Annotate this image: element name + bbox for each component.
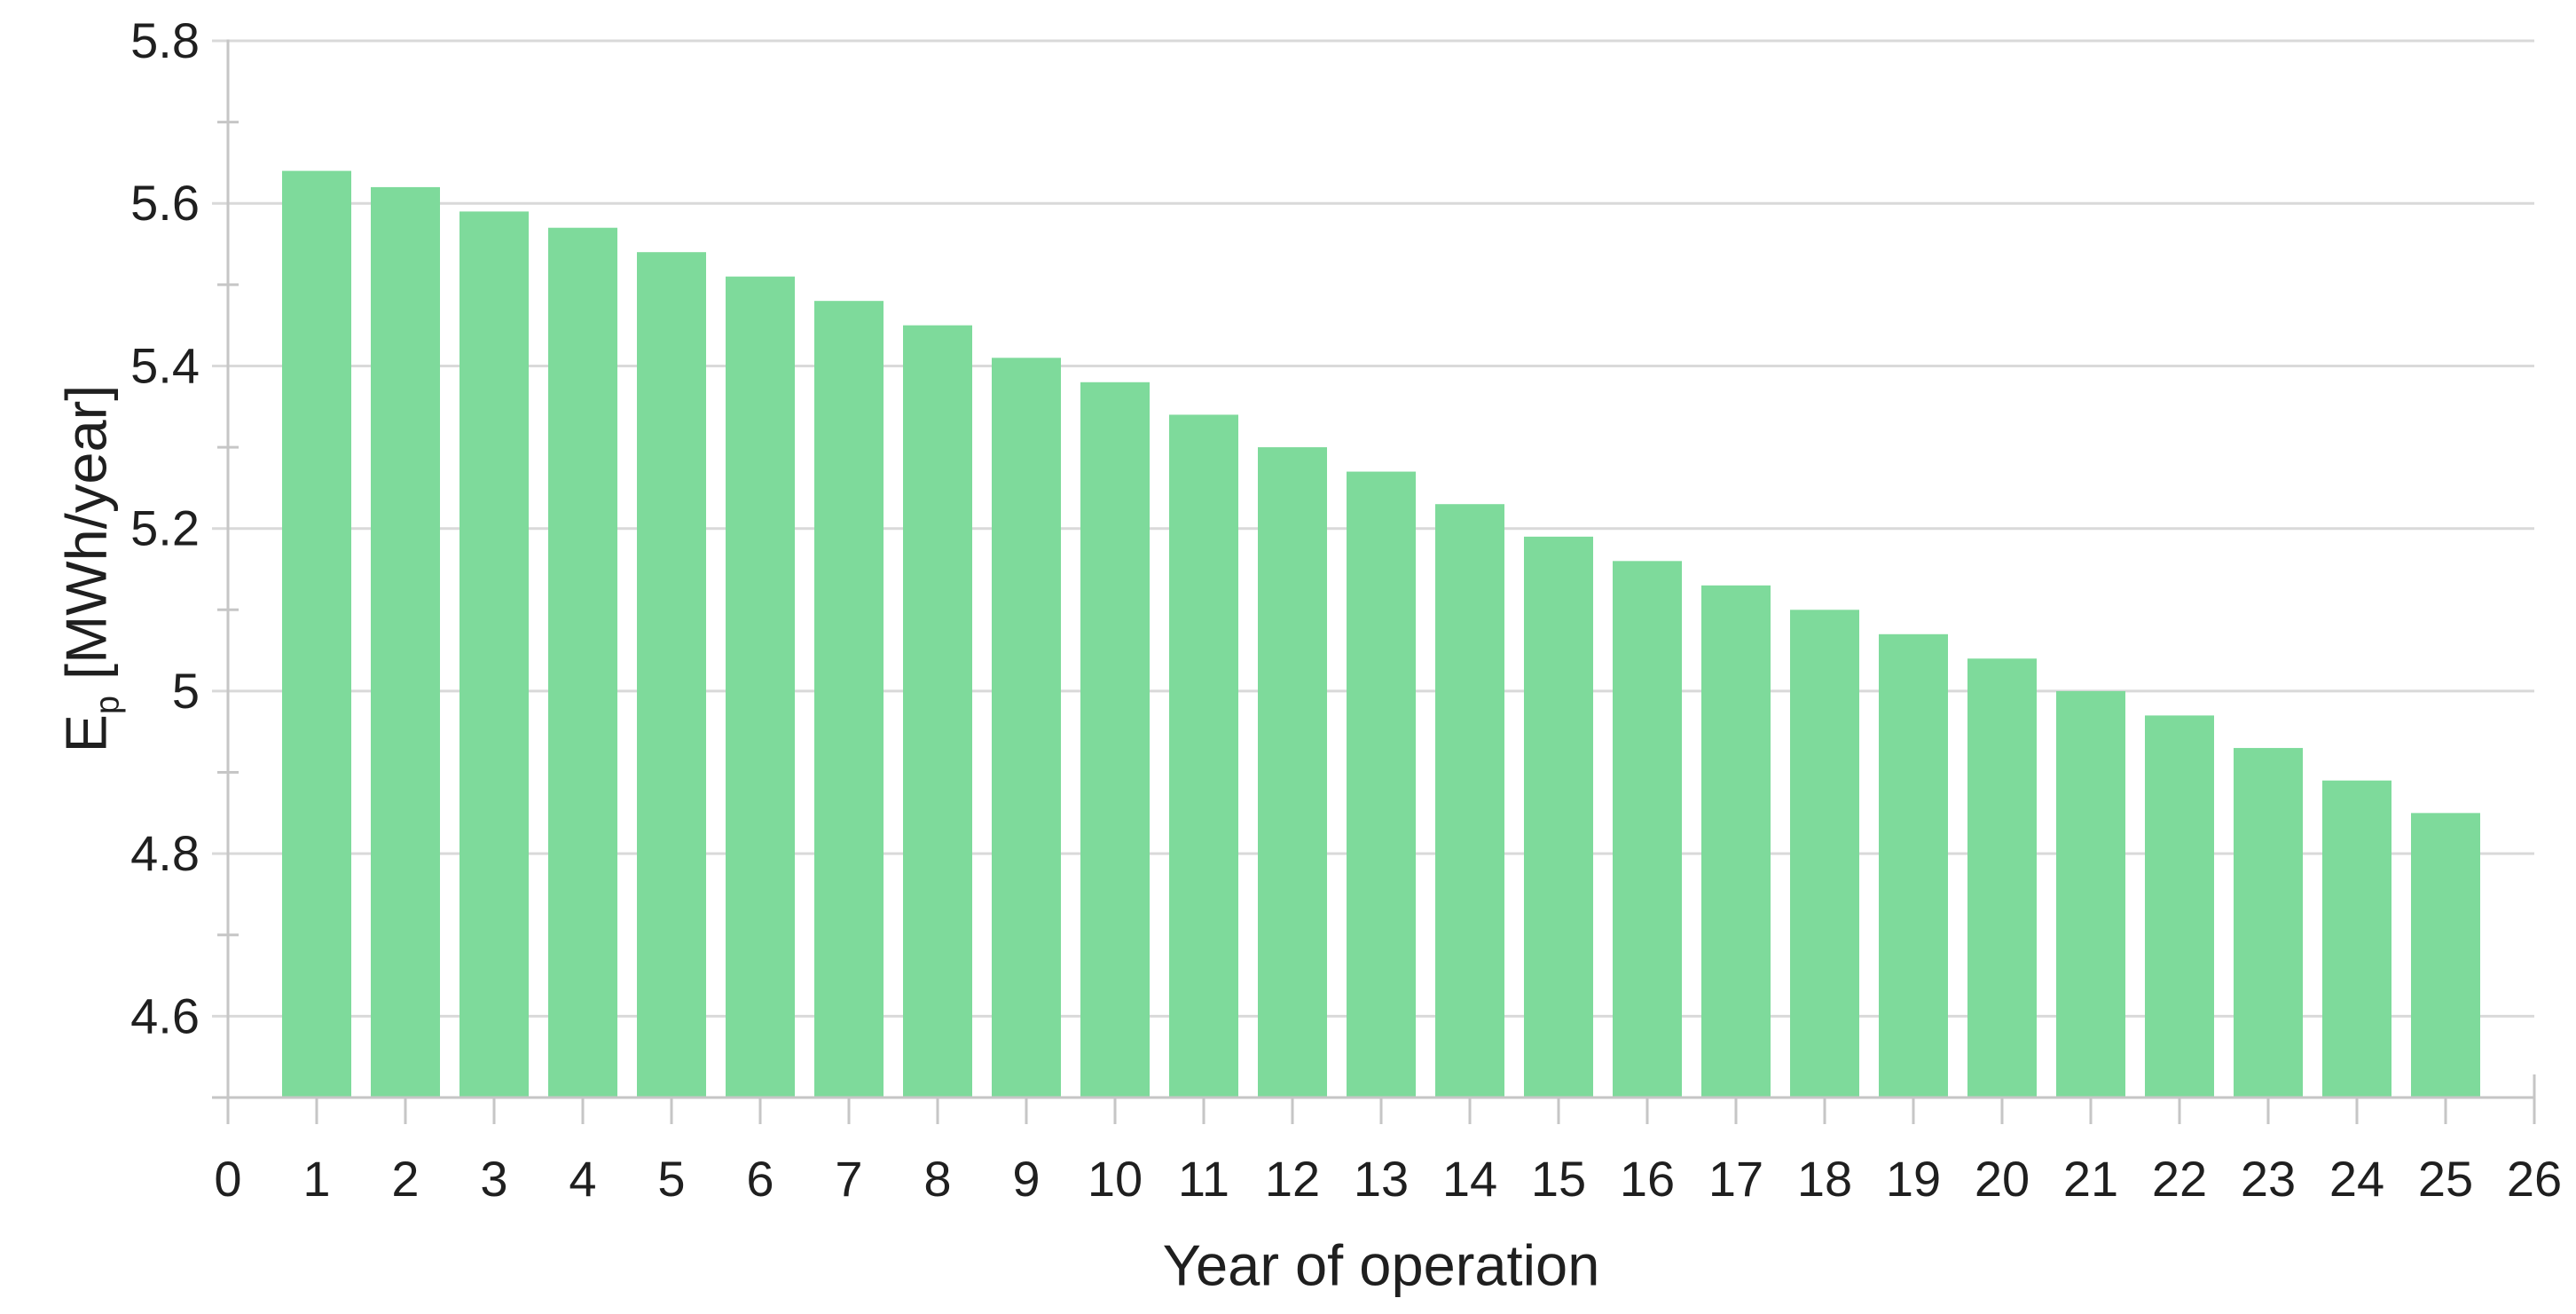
bar-year-14	[1435, 504, 1504, 1098]
bar-year-20	[1967, 658, 2037, 1098]
y-tick-label-4.8: 4.8	[130, 825, 200, 881]
x-tick-label-10: 10	[1088, 1151, 1143, 1207]
x-tick-label-4: 4	[569, 1151, 596, 1207]
x-tick-label-21: 21	[2063, 1151, 2118, 1207]
bar-year-6	[726, 276, 795, 1098]
x-tick-label-8: 8	[923, 1151, 951, 1207]
x-tick-label-3: 3	[480, 1151, 507, 1207]
bar-year-19	[1879, 633, 1948, 1098]
x-tick-label-14: 14	[1442, 1151, 1497, 1207]
bar-year-3	[459, 211, 529, 1098]
x-tick-label-18: 18	[1797, 1151, 1852, 1207]
x-tick-label-7: 7	[835, 1151, 862, 1207]
bar-year-10	[1080, 382, 1150, 1098]
bar-year-16	[1613, 561, 1682, 1098]
x-tick-label-16: 16	[1620, 1151, 1675, 1207]
x-tick-label-2: 2	[391, 1151, 419, 1207]
x-tick-label-15: 15	[1531, 1151, 1586, 1207]
bar-year-5	[637, 252, 706, 1098]
y-axis-title-symbol: E	[53, 713, 119, 753]
bar-year-18	[1790, 610, 1859, 1098]
x-tick-label-20: 20	[1975, 1151, 2030, 1207]
x-tick-label-13: 13	[1354, 1151, 1409, 1207]
y-tick-label-5.4: 5.4	[130, 337, 200, 393]
bar-year-25	[2411, 813, 2480, 1098]
x-tick-label-24: 24	[2329, 1151, 2384, 1207]
x-tick-label-5: 5	[657, 1151, 685, 1207]
y-axis-title-subscript: p	[88, 696, 126, 714]
x-tick-label-23: 23	[2241, 1151, 2296, 1207]
x-axis-title: Year of operation	[1162, 1232, 1600, 1298]
bar-year-17	[1701, 585, 1771, 1098]
bar-year-1	[282, 170, 351, 1098]
bar-year-11	[1169, 414, 1238, 1098]
x-tick-label-26: 26	[2507, 1151, 2562, 1207]
y-tick-label-5.8: 5.8	[130, 12, 200, 68]
bar-year-2	[371, 186, 440, 1098]
y-tick-label-5.6: 5.6	[130, 175, 200, 231]
y-axis-title-unit: [MWh/year]	[53, 384, 119, 696]
bar-year-9	[992, 358, 1061, 1098]
x-tick-label-12: 12	[1265, 1151, 1320, 1207]
bar-year-7	[814, 301, 884, 1098]
x-tick-label-22: 22	[2152, 1151, 2207, 1207]
y-tick-label-5.2: 5.2	[130, 500, 200, 556]
bar-year-15	[1524, 536, 1593, 1098]
x-tick-label-9: 9	[1012, 1151, 1040, 1207]
x-tick-label-6: 6	[746, 1151, 774, 1207]
y-tick-label-4.6: 4.6	[130, 987, 200, 1043]
bar-year-21	[2056, 690, 2125, 1098]
bar-year-13	[1347, 471, 1416, 1098]
bar-year-12	[1258, 447, 1327, 1098]
y-axis-title: Ep [MWh/year]	[54, 385, 126, 753]
x-tick-label-17: 17	[1708, 1151, 1763, 1207]
bar-year-22	[2145, 715, 2214, 1098]
bar-year-23	[2234, 748, 2303, 1098]
x-tick-label-1: 1	[302, 1151, 330, 1207]
y-tick-label-5: 5	[172, 663, 200, 719]
x-tick-label-25: 25	[2418, 1151, 2473, 1207]
x-tick-label-0: 0	[214, 1151, 241, 1207]
bar-year-24	[2322, 780, 2391, 1098]
bar-year-4	[548, 227, 617, 1098]
x-tick-label-19: 19	[1886, 1151, 1941, 1207]
x-tick-label-11: 11	[1178, 1151, 1229, 1207]
bar-year-8	[903, 325, 972, 1098]
